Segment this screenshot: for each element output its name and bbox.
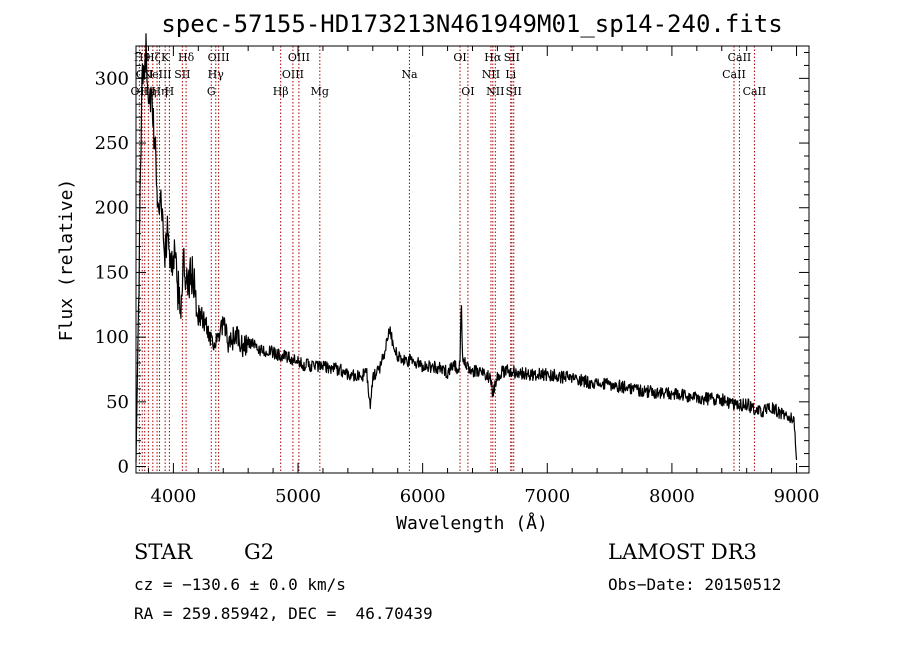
spectrum-line — [135, 33, 798, 463]
object-subclass: G2 — [244, 540, 275, 564]
y-tick-label: 100 — [95, 327, 129, 348]
spectrum-series-group — [135, 33, 798, 463]
line-marker-label: SII — [506, 85, 522, 98]
plot-frame — [135, 45, 810, 474]
line-marker-label: OI — [453, 51, 466, 64]
y-tick-label: 250 — [95, 133, 129, 154]
coordinates-text: RA = 259.85942, DEC = 46.70439 — [134, 604, 433, 623]
line-marker-label: NII — [482, 68, 500, 81]
object-class: STAR — [134, 540, 193, 564]
line-marker-label: G — [207, 85, 216, 98]
y-tick-label: 150 — [95, 262, 129, 283]
line-marker-label: Na — [401, 68, 418, 81]
x-axis: 4000 5000 6000 7000 8000 9000 — [147, 46, 820, 507]
y-tick-label: 0 — [118, 457, 129, 478]
chart-title: spec-57155-HD173213N461949M01_sp14-240.f… — [161, 10, 782, 38]
line-marker-label: H — [165, 85, 175, 98]
y-tick-label: 200 — [95, 198, 129, 219]
line-marker-label: CaII — [743, 85, 767, 98]
y-axis: 0 50 100 150 200 250 300 — [95, 51, 809, 478]
line-marker-label: NeIII — [142, 68, 171, 81]
line-marker-label: Hζ — [145, 51, 161, 64]
x-tick-label: 8000 — [649, 486, 695, 507]
y-tick-label: 50 — [106, 392, 129, 413]
line-markers — [138, 46, 755, 473]
line-marker-label: OIII — [288, 51, 310, 64]
x-axis-label: Wavelength (Å) — [396, 512, 548, 534]
x-tick-label: 7000 — [524, 486, 570, 507]
x-tick-label: 4000 — [150, 486, 196, 507]
x-tick-label: 6000 — [400, 486, 446, 507]
line-marker-label: Hη — [151, 85, 167, 98]
obs-date: Obs−Date: 20150512 — [608, 575, 782, 594]
line-marker-label: CaII — [728, 51, 752, 64]
line-marker-label: OI — [461, 85, 474, 98]
line-marker-label: OIII — [282, 68, 304, 81]
x-tick-label: 5000 — [275, 486, 321, 507]
line-marker-label: Hα — [484, 51, 502, 64]
line-marker-labels: OIIH9OIIHηHζNeIIIHηKHSIIHδGHγOIIIHβOIIIO… — [131, 51, 767, 98]
survey-name: LAMOST DR3 — [608, 540, 757, 564]
line-marker-label: SII — [504, 51, 520, 64]
x-tick-label: 9000 — [774, 486, 820, 507]
redshift-text: cz = −130.6 ± 0.0 km/s — [134, 575, 346, 594]
line-marker-label: OIII — [208, 51, 230, 64]
line-marker-label: Mg — [311, 85, 329, 98]
line-marker-label: Hγ — [208, 68, 225, 81]
line-marker-label: Hδ — [178, 51, 195, 64]
line-marker-label: Li — [505, 68, 516, 81]
line-marker-label: Hβ — [273, 85, 289, 98]
line-marker-label: NII — [486, 85, 504, 98]
line-marker-label: K — [161, 51, 170, 64]
line-marker-label: CaII — [722, 68, 746, 81]
y-axis-label: Flux (relative) — [56, 179, 77, 342]
y-tick-label: 300 — [95, 68, 129, 89]
line-marker-label: SII — [174, 68, 190, 81]
